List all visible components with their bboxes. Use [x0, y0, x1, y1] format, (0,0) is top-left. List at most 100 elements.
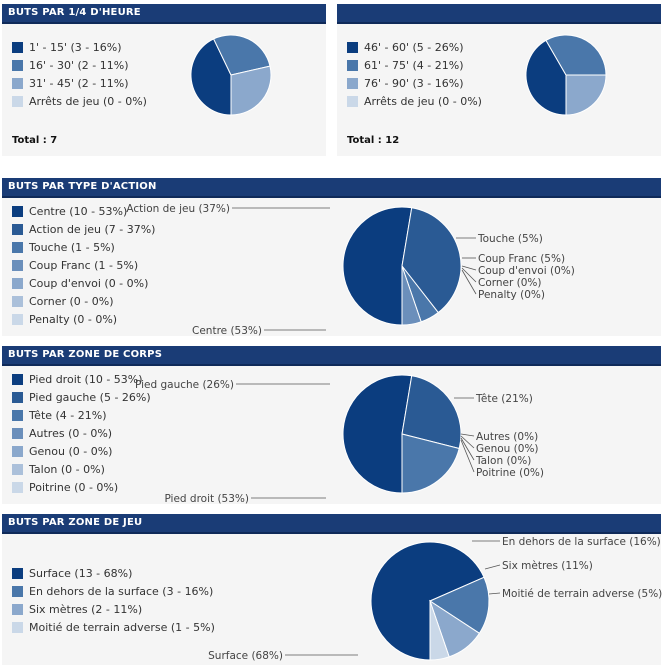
slice-label: Surface (68%): [208, 650, 283, 662]
pie-chart-quarter-first-half: [190, 34, 272, 116]
legend-swatch: [12, 482, 23, 493]
pie-slice: [401, 375, 462, 450]
slice-label: Six mètres (11%): [502, 560, 593, 572]
panel-title: BUTS PAR ZONE DE CORPS: [2, 346, 661, 366]
legend-swatch: [12, 374, 23, 385]
slice-label: Poitrine (0%): [476, 467, 544, 479]
pie-slice: [370, 541, 485, 661]
pie-slice: [212, 34, 271, 76]
slice-label: Coup Franc (5%): [478, 253, 565, 265]
pie-slice: [401, 265, 422, 326]
panel-title: BUTS PAR TYPE D'ACTION: [2, 178, 661, 198]
legend-item: Pied gauche (5 - 26%): [9, 391, 151, 409]
legend-body-zone: Pied droit (10 - 53%) Pied gauche (5 - 2…: [9, 373, 151, 499]
slice-label: Autres (0%): [476, 431, 538, 443]
legend-swatch: [12, 78, 23, 89]
total-label: Total : 7: [12, 135, 58, 146]
panel-action-type: BUTS PAR TYPE D'ACTION Centre (10 - 53%)…: [2, 178, 661, 337]
legend-swatch: [347, 96, 358, 107]
legend-swatch: [347, 60, 358, 71]
legend-item: 16' - 30' (2 - 11%): [9, 59, 147, 77]
legend-item: Coup d'envoi (0 - 0%): [9, 277, 155, 295]
legend-swatch: [347, 42, 358, 53]
pie-slice: [342, 374, 413, 494]
legend-item: Six mètres (2 - 11%): [9, 603, 215, 621]
legend-item: 76' - 90' (3 - 16%): [344, 77, 482, 95]
pie-chart-body-zone: Pied droit (53%) Pied gauche (26%) Tête (2…: [135, 374, 544, 505]
panel-title: BUTS PAR ZONE DE JEU: [2, 514, 661, 534]
pie-slice: [428, 576, 490, 634]
legend-item: Moitié de terrain adverse (1 - 5%): [9, 621, 215, 639]
legend-swatch: [12, 314, 23, 325]
label-leader-line: [460, 433, 475, 437]
legend-item: Genou (0 - 0%): [9, 445, 151, 463]
pie-chart-quarter-second-half: [525, 34, 607, 116]
legend-quarter-second-half: 46' - 60' (5 - 26%) 61' - 75' (4 - 21%) …: [344, 41, 482, 113]
label-leader-line: [460, 435, 475, 449]
label-leader-line: [460, 437, 475, 461]
slice-label: Coup d'envoi (0%): [478, 265, 575, 277]
panel-quarter-second-half: 46' - 60' (5 - 26%) 61' - 75' (4 - 21%) …: [337, 4, 661, 156]
legend-swatch: [12, 392, 23, 403]
legend-swatch: [12, 206, 23, 217]
legend-swatch: [12, 464, 23, 475]
label-leader-line: [484, 564, 501, 570]
legend-item: Touche (1 - 5%): [9, 241, 155, 259]
slice-label: Corner (0%): [478, 277, 542, 289]
legend-swatch: [12, 224, 23, 235]
legend-swatch: [12, 60, 23, 71]
legend-action-type: Centre (10 - 53%) Action de jeu (7 - 37%…: [9, 205, 155, 331]
pie-slice: [401, 433, 460, 494]
legend-item: Surface (13 - 68%): [9, 567, 215, 585]
label-leader-line: [461, 267, 477, 283]
legend-swatch: [12, 428, 23, 439]
legend-swatch: [347, 78, 358, 89]
panel-body-zone: BUTS PAR ZONE DE CORPS Pied droit (10 - …: [2, 346, 661, 505]
panel-title: BUTS PAR 1/4 D'HEURE: [2, 4, 326, 24]
legend-swatch: [12, 242, 23, 253]
slice-label: Pied gauche (26%): [135, 379, 234, 391]
legend-item: Talon (0 - 0%): [9, 463, 151, 481]
slice-label: En dehors de la surface (16%): [502, 536, 661, 548]
legend-swatch: [12, 446, 23, 457]
legend-item: Coup Franc (1 - 5%): [9, 259, 155, 277]
slice-label: Centre (53%): [192, 325, 262, 337]
legend-item: Action de jeu (7 - 37%): [9, 223, 155, 241]
pie-slice: [190, 38, 232, 116]
label-leader-line: [461, 265, 477, 271]
legend-swatch: [12, 568, 23, 579]
slice-label: Genou (0%): [476, 443, 539, 455]
pie-chart-play-zone: Surface (68%) En dehors de la surface (16…: [208, 536, 662, 662]
label-leader-line: [460, 439, 475, 473]
legend-item: 1' - 15' (3 - 16%): [9, 41, 147, 59]
panel-play-zone: BUTS PAR ZONE DE JEU Surface (13 - 68%) …: [2, 514, 662, 665]
legend-item: Arrêts de jeu (0 - 0%): [9, 95, 147, 113]
pie-chart-action-type: Centre (53%) Action de jeu (37%) Touche (5…: [126, 203, 575, 337]
pie-slice: [565, 74, 607, 116]
legend-swatch: [12, 296, 23, 307]
legend-swatch: [12, 42, 23, 53]
pie-slice: [342, 206, 413, 326]
label-leader-line: [461, 269, 477, 295]
legend-item: Corner (0 - 0%): [9, 295, 155, 313]
pie-slice: [230, 65, 272, 116]
legend-quarter-first-half: 1' - 15' (3 - 16%) 16' - 30' (2 - 11%) 3…: [9, 41, 147, 113]
legend-swatch: [12, 604, 23, 615]
pie-slice: [525, 39, 567, 116]
slice-label: Pied droit (53%): [164, 493, 249, 505]
legend-item: Pied droit (10 - 53%): [9, 373, 151, 391]
legend-play-zone: Surface (13 - 68%) En dehors de la surfa…: [9, 567, 215, 639]
label-leader-line: [488, 592, 501, 595]
legend-item: En dehors de la surface (3 - 16%): [9, 585, 215, 603]
legend-item: Autres (0 - 0%): [9, 427, 151, 445]
slice-label: Tête (21%): [475, 393, 533, 405]
legend-item: Arrêts de jeu (0 - 0%): [344, 95, 482, 113]
legend-swatch: [12, 622, 23, 633]
slice-label: Talon (0%): [475, 455, 531, 467]
legend-swatch: [12, 96, 23, 107]
legend-item: 31' - 45' (2 - 11%): [9, 77, 147, 95]
legend-swatch: [12, 586, 23, 597]
legend-item: 61' - 75' (4 - 21%): [344, 59, 482, 77]
slice-label: Penalty (0%): [478, 289, 545, 301]
pie-slice: [429, 600, 450, 661]
